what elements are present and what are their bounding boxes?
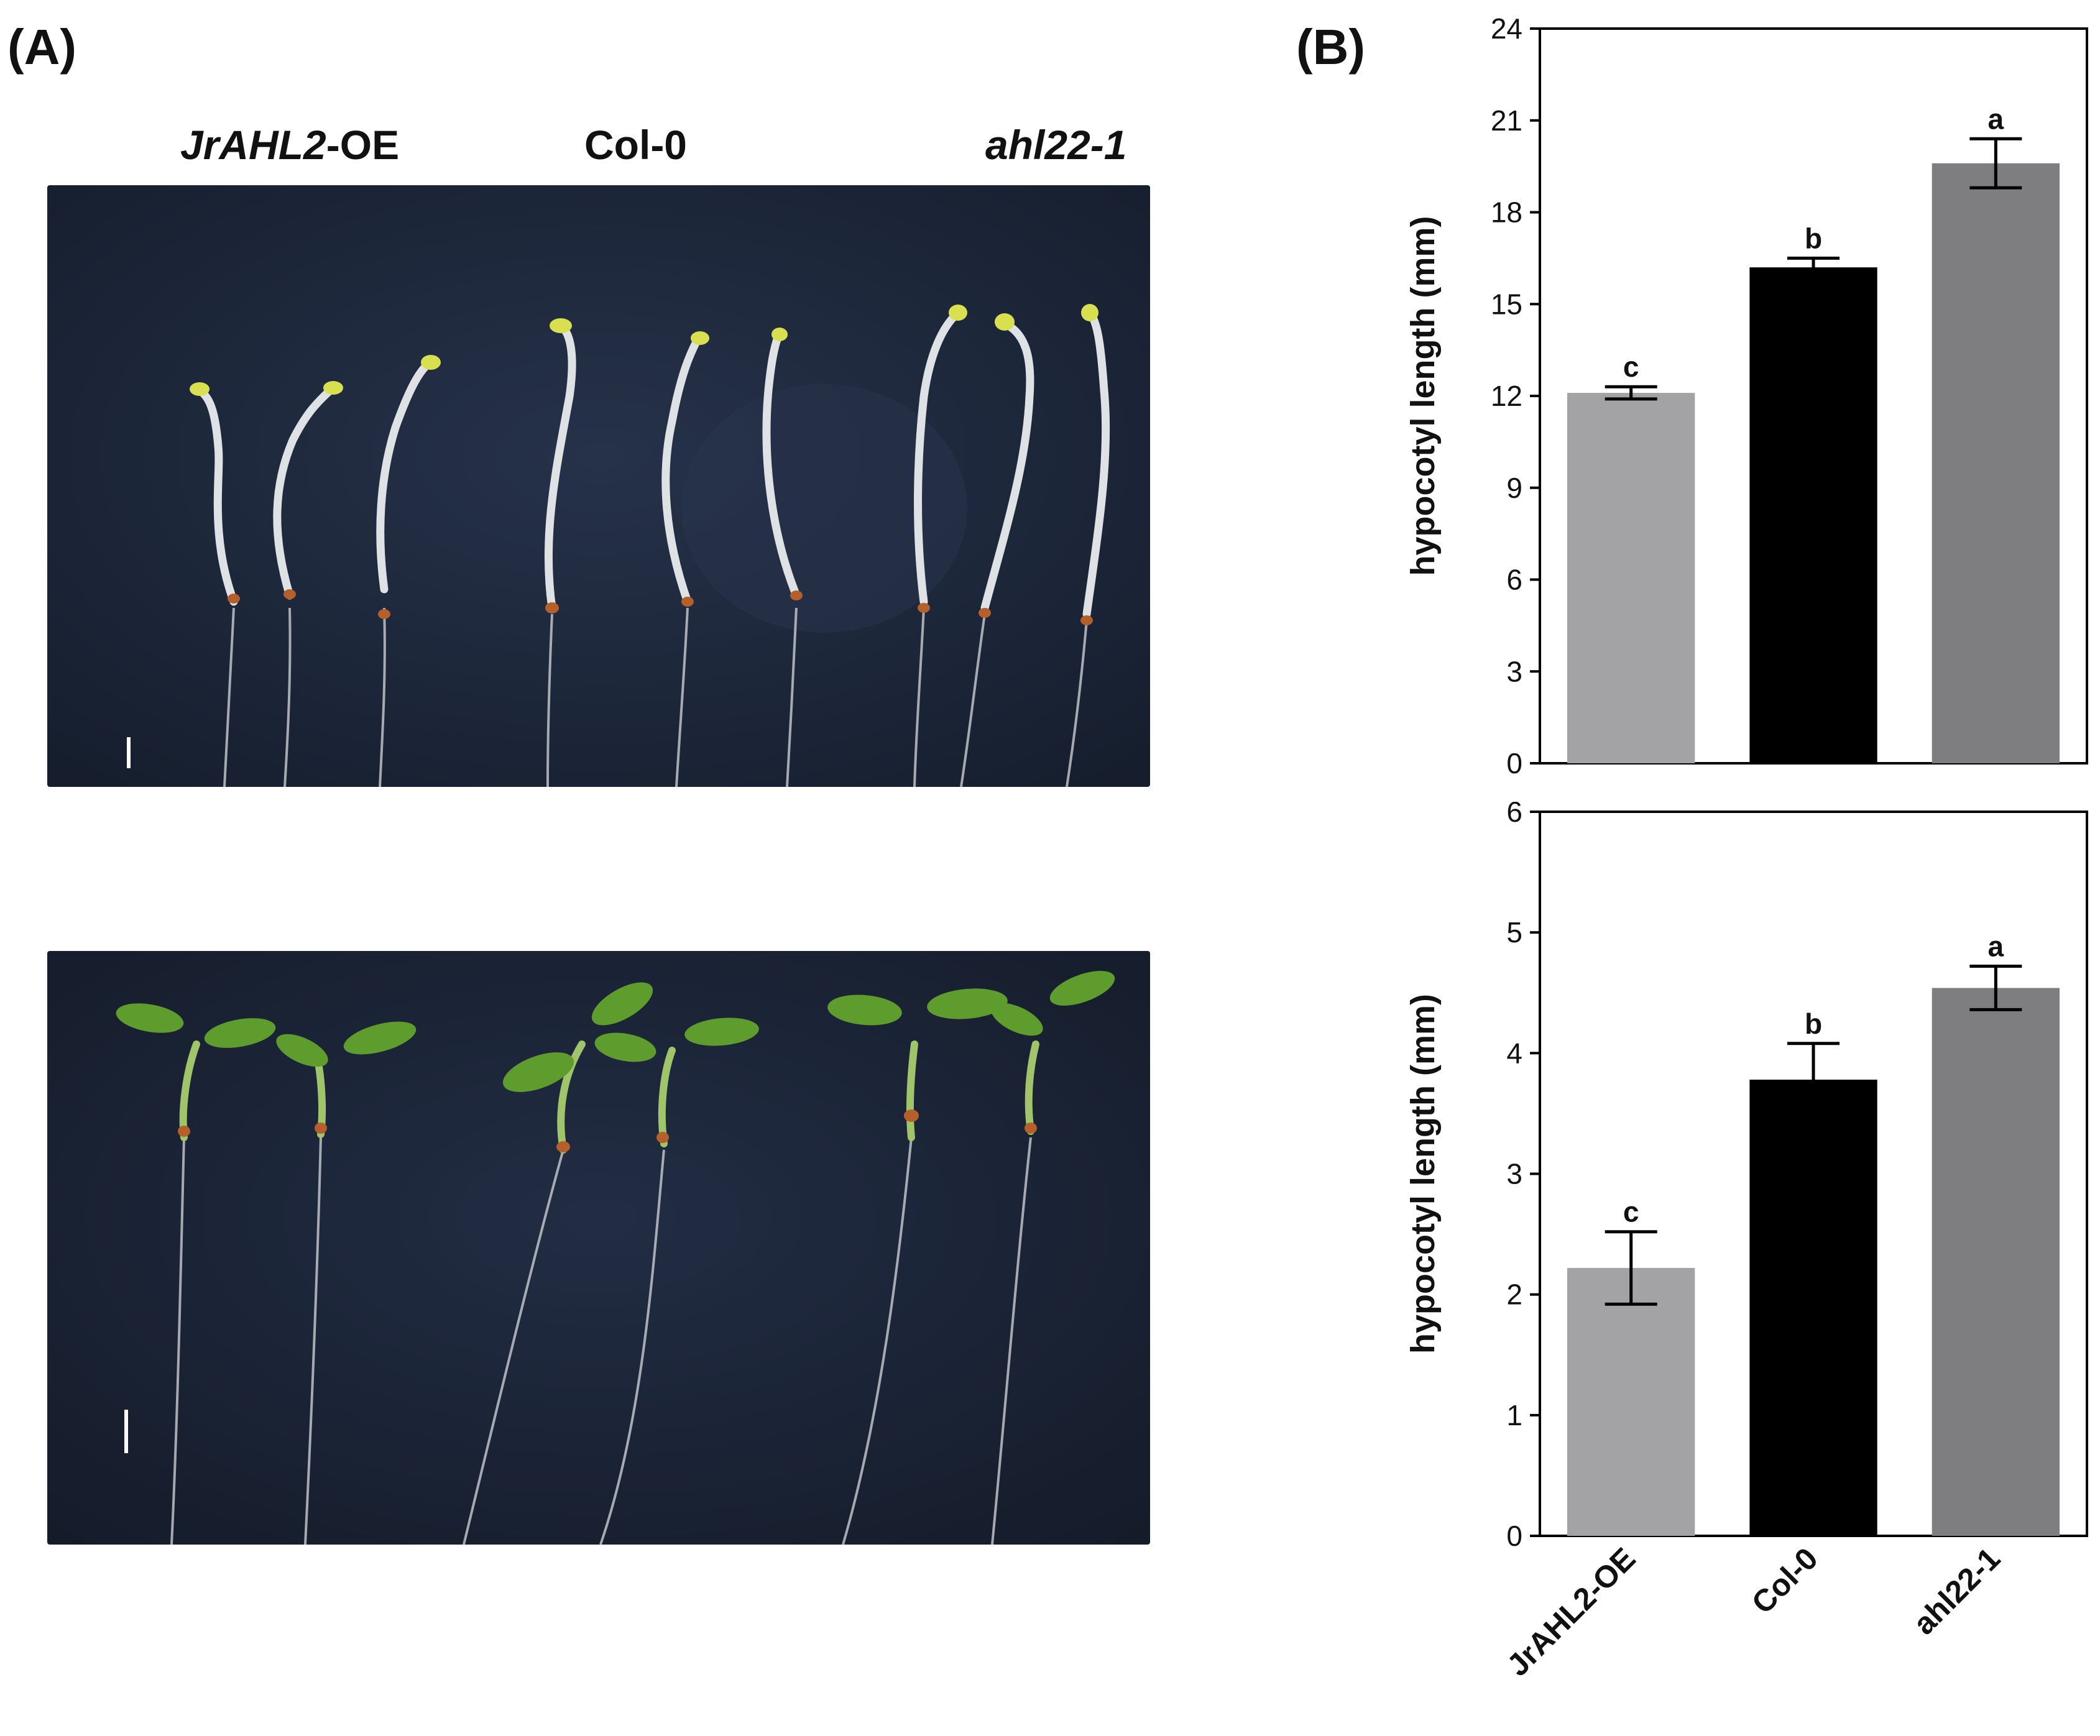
y-tick-label: 4 <box>1506 1037 1522 1069</box>
scale-bar <box>124 1410 128 1453</box>
y-tick-label: 24 <box>1491 12 1522 45</box>
bar <box>1932 988 2060 1536</box>
y-tick-label: 3 <box>1506 655 1522 687</box>
y-tick-label: 1 <box>1506 1399 1522 1431</box>
x-tick-label: JrAHL2-OE <box>1500 1541 1642 1683</box>
y-tick-label: 5 <box>1506 916 1522 948</box>
y-tick-label: 9 <box>1506 472 1522 504</box>
y-axis-label: hypocotyl length (mm) <box>1404 216 1442 576</box>
y-tick-label: 21 <box>1491 104 1522 137</box>
bar <box>1567 393 1695 763</box>
seedling-photo-light <box>47 951 1150 1545</box>
genotype-name-italic: JrAHL2 <box>180 122 326 168</box>
significance-label: c <box>1623 1196 1639 1228</box>
bar <box>1932 163 2060 763</box>
genotype-label-jrahl2-oe: JrAHL2-OE <box>180 121 399 168</box>
photo-light-grown-seedlings <box>47 951 1150 1545</box>
y-tick-label: 18 <box>1491 196 1522 229</box>
bar <box>1749 1080 1877 1536</box>
y-tick-label: 3 <box>1506 1158 1522 1190</box>
significance-label: a <box>1988 930 2004 963</box>
y-tick-label: 12 <box>1491 380 1522 412</box>
bar <box>1567 1267 1695 1536</box>
x-tick-label: ahl22-1 <box>1907 1541 2007 1641</box>
significance-label: b <box>1805 1008 1822 1040</box>
y-tick-label: 6 <box>1506 564 1522 596</box>
chart-bottom-hypocotyl-light: 0 1 2 3 4 5 6 hypocotyl length (mm) c JrAHL2-OE b C… <box>1404 802 2088 1683</box>
y-tick-label: 0 <box>1506 747 1522 779</box>
x-tick-label: Col-0 <box>1745 1541 1825 1620</box>
photo-dark-grown-seedlings <box>47 185 1150 787</box>
y-tick-label: 6 <box>1506 802 1522 828</box>
y-axis-label: hypocotyl length (mm) <box>1404 994 1442 1354</box>
seedling-photo-dark <box>47 185 1150 787</box>
significance-label: c <box>1623 351 1639 383</box>
y-tick-label: 15 <box>1491 288 1522 320</box>
genotype-suffix: -OE <box>326 122 400 168</box>
genotype-label-col0: Col-0 <box>584 122 687 168</box>
panel-b-label: (B) <box>1296 19 1366 75</box>
y-tick-label: 0 <box>1506 1520 1522 1552</box>
chart-top-hypocotyl-dark: 0 3 6 9 12 15 18 21 24 hypocotyl length (mm) c b a <box>1404 12 2088 779</box>
significance-label: b <box>1805 222 1822 254</box>
panel-b-charts: 0 3 6 9 12 15 18 21 24 hypocotyl length (mm) c b a 0… <box>1355 0 2100 1736</box>
panel-a-label: (A) <box>7 19 77 75</box>
significance-label: a <box>1988 103 2004 135</box>
scale-bar <box>127 737 131 768</box>
y-tick-label: 2 <box>1506 1279 1522 1311</box>
bar <box>1749 267 1877 763</box>
genotype-label-ahl22-1: ahl22-1 <box>985 122 1127 168</box>
